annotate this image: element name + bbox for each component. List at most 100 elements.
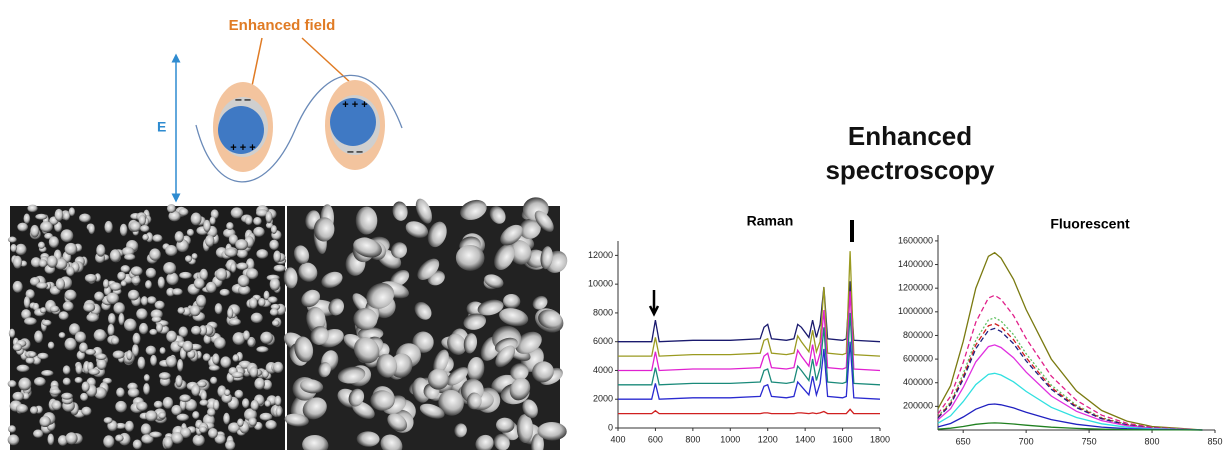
sem-grain bbox=[212, 353, 219, 364]
x-tick-label: 650 bbox=[956, 436, 971, 446]
x-tick-label: 1000 bbox=[720, 434, 740, 444]
x-tick-label: 1400 bbox=[795, 434, 815, 444]
sem-grain bbox=[103, 435, 114, 448]
y-tick-label: 2000 bbox=[593, 394, 613, 404]
sem-grain bbox=[120, 224, 128, 236]
sem-grain bbox=[237, 419, 244, 427]
x-tick-label: 1200 bbox=[758, 434, 778, 444]
y-tick-label: 8000 bbox=[593, 307, 613, 317]
sem-grain bbox=[49, 236, 59, 248]
sem-grain bbox=[276, 407, 282, 417]
sem-grain bbox=[270, 278, 280, 291]
sem-grain bbox=[136, 308, 147, 319]
sem-grain bbox=[152, 316, 162, 322]
sem-grain bbox=[242, 398, 249, 408]
sem-grain bbox=[63, 365, 71, 374]
sem-grain bbox=[124, 318, 137, 331]
y-tick-label: 12000 bbox=[588, 250, 613, 260]
sem-grain bbox=[13, 343, 22, 351]
sem-grain bbox=[154, 401, 163, 408]
peak-arrow bbox=[650, 290, 658, 314]
sem-grain bbox=[145, 410, 157, 421]
sem-grain bbox=[158, 277, 165, 289]
sem-grain bbox=[166, 331, 177, 343]
sem-grain bbox=[56, 278, 65, 290]
sem-grain bbox=[125, 421, 134, 432]
sem-grain bbox=[47, 434, 54, 446]
e-label: E bbox=[157, 119, 166, 135]
sem-grain bbox=[18, 378, 31, 391]
sem-grain bbox=[248, 417, 256, 426]
sem-grain bbox=[136, 401, 147, 411]
sem-grain bbox=[55, 209, 64, 221]
x-tick-label: 800 bbox=[685, 434, 700, 444]
sem-grain bbox=[179, 272, 192, 279]
sem-grain bbox=[9, 329, 15, 338]
sem-grain bbox=[88, 224, 95, 234]
sem-grain bbox=[12, 392, 23, 401]
sem-grain bbox=[271, 225, 277, 234]
sem-grain bbox=[191, 326, 201, 335]
sem-grain bbox=[24, 317, 37, 325]
x-tick-label: 850 bbox=[1207, 436, 1222, 446]
sem-grain bbox=[249, 297, 258, 308]
sem-grain bbox=[210, 377, 217, 384]
sem-grain bbox=[66, 266, 74, 276]
sem-grain bbox=[192, 411, 199, 419]
sem-grain bbox=[149, 329, 157, 335]
sem-grain bbox=[254, 378, 265, 390]
sem-grain bbox=[39, 259, 48, 267]
sem-grain bbox=[104, 417, 113, 424]
sem-grain bbox=[265, 420, 276, 430]
sem-grain bbox=[143, 383, 150, 395]
sem-grain bbox=[50, 306, 60, 313]
sem-grain bbox=[229, 318, 241, 325]
sem-grain bbox=[30, 225, 39, 238]
sem-grain bbox=[201, 390, 207, 401]
charge: + + + bbox=[230, 142, 255, 154]
y-tick-label: 1000000 bbox=[898, 306, 933, 316]
sem-grain bbox=[33, 429, 43, 437]
sem-grain bbox=[194, 278, 205, 289]
sem-grain bbox=[117, 272, 126, 281]
sem-grain bbox=[273, 362, 283, 373]
sem-grain bbox=[28, 351, 36, 357]
sem-grain bbox=[251, 400, 259, 411]
sem-grain bbox=[191, 212, 202, 225]
charge: + + + bbox=[342, 99, 367, 111]
sem-grain bbox=[150, 355, 157, 366]
sem-grain bbox=[141, 296, 148, 305]
sem-grain bbox=[166, 272, 178, 285]
y-tick-label: 200000 bbox=[903, 401, 933, 411]
sem-grain bbox=[236, 263, 248, 270]
sem-grain bbox=[230, 262, 236, 272]
sem-grain bbox=[265, 400, 271, 407]
charge: ‒ ‒ bbox=[234, 94, 251, 106]
sem-grain bbox=[8, 380, 17, 387]
y-tick-label: 1600000 bbox=[898, 235, 933, 245]
dipole-diagram: Enhanced field E ‒ ‒ + + + + + + ‒ ‒ bbox=[157, 17, 402, 198]
sem-grain bbox=[39, 416, 50, 427]
sem-grain bbox=[60, 229, 73, 242]
sem-grain bbox=[113, 350, 125, 358]
sem-grain bbox=[177, 359, 183, 372]
sem-grain bbox=[96, 353, 107, 360]
charge: ‒ ‒ bbox=[346, 146, 363, 158]
sem-grain bbox=[97, 358, 107, 370]
x-tick-label: 1800 bbox=[870, 434, 890, 444]
sem-grain bbox=[190, 305, 201, 316]
sem-grain bbox=[40, 221, 53, 232]
sem-grain bbox=[256, 346, 268, 352]
sem-grain bbox=[140, 225, 149, 232]
sem-grain bbox=[171, 432, 183, 444]
sem-grain bbox=[179, 208, 189, 216]
series-line bbox=[938, 373, 1202, 430]
sem-grain bbox=[208, 428, 218, 438]
sem-grain bbox=[234, 390, 243, 399]
sem-grain bbox=[220, 356, 231, 368]
sem-grain bbox=[8, 434, 20, 445]
sem-grain bbox=[24, 296, 30, 308]
sem-grain bbox=[199, 400, 208, 406]
sem-grain bbox=[213, 400, 219, 411]
sem-grain bbox=[64, 338, 76, 351]
